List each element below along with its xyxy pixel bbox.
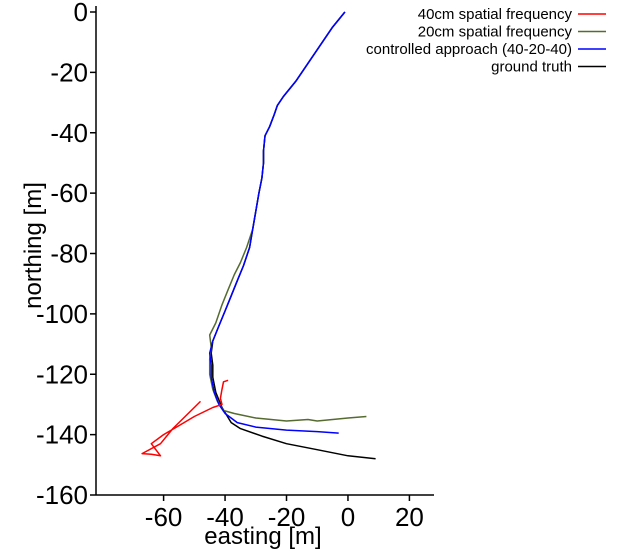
- y-tick-label: -80: [50, 239, 88, 269]
- y-tick-label: -140: [36, 420, 88, 450]
- y-tick-label: -20: [50, 57, 88, 87]
- series-line-2: [208, 11, 346, 434]
- x-tick-label: -60: [145, 502, 183, 532]
- legend-label: ground truth: [491, 59, 572, 76]
- legend-label: 20cm spatial frequency: [418, 24, 573, 41]
- series-line-0: [141, 379, 229, 457]
- series-line-3: [210, 11, 376, 460]
- y-axis-label: northing [m]: [20, 182, 47, 309]
- legend-label: controlled approach (40-20-40): [366, 41, 572, 58]
- x-ticks: -60 -40 -20 0 20: [145, 495, 424, 532]
- y-tick-label: -160: [36, 480, 88, 510]
- y-tick-label: -100: [36, 299, 88, 329]
- x-tick-label: -40: [206, 502, 244, 532]
- x-tick-label: 0: [341, 502, 355, 532]
- y-tick-label: -40: [50, 118, 88, 148]
- y-tick-label: 0: [74, 0, 88, 27]
- axes: [95, 6, 434, 496]
- legend-label: 40cm spatial frequency: [418, 6, 573, 23]
- x-tick-label: -20: [268, 502, 306, 532]
- y-tick-label: -60: [50, 178, 88, 208]
- x-axis-label: easting [m]: [204, 523, 321, 550]
- x-tick-label: 20: [395, 502, 424, 532]
- y-ticks: 0 -20 -40 -60 -80 -100 -120 -140 -160: [36, 0, 96, 510]
- y-tick-label: -120: [36, 359, 88, 389]
- plot-lines: [141, 11, 376, 460]
- series-line-1: [208, 11, 367, 422]
